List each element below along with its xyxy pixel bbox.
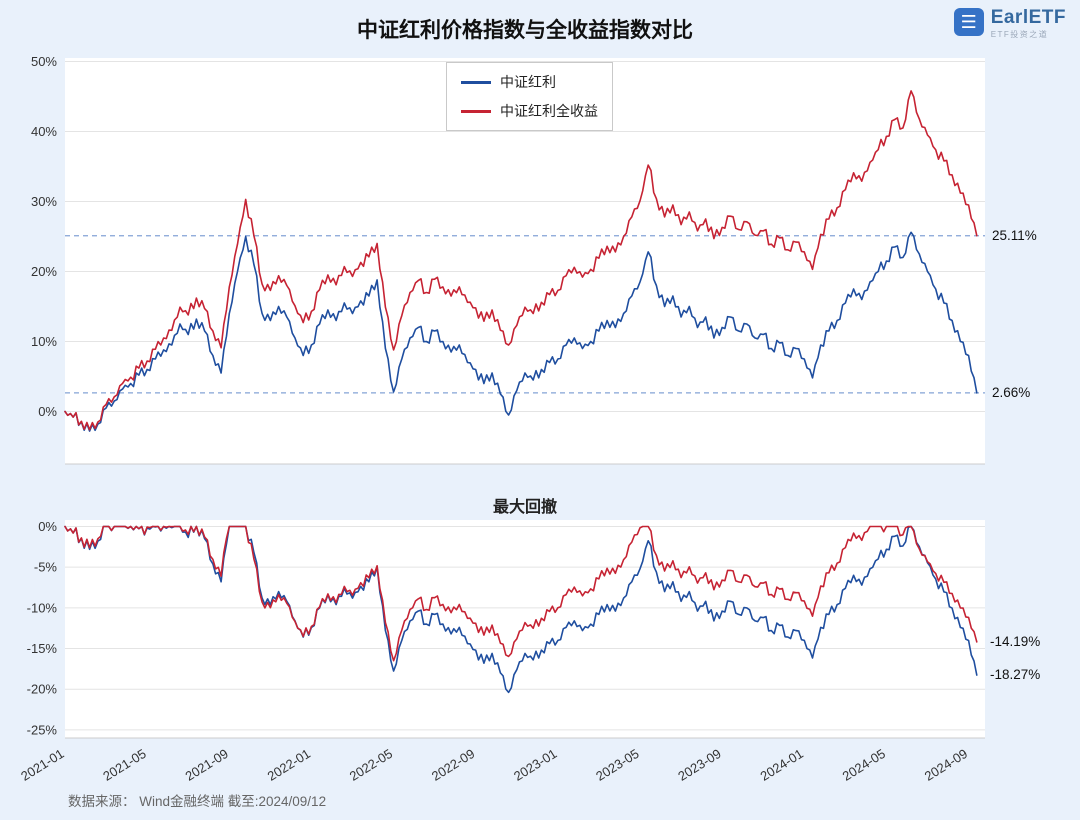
x-tick-label: 2022-01 [265,746,313,784]
blue-line-swatch [461,80,491,84]
earletf-logo: ☰ EarlETF ETF投资之道 [953,7,1066,40]
y-tick-label: -5% [34,560,58,575]
x-tick-label: 2024-05 [840,746,888,784]
x-tick-label: 2021-01 [18,746,66,784]
annotation-drawdown-red-end: -14.19% [990,634,1041,649]
legend-item-csi-dividend: 中证红利 [461,72,598,92]
page-title: 中证红利价格指数与全收益指数对比 [357,19,693,42]
x-tick-label: 2021-05 [100,746,148,784]
y-tick-label: -15% [27,641,58,656]
x-tick-label: 2024-09 [922,746,970,784]
y-tick-label: 30% [31,194,57,209]
y-tick-label: 50% [31,54,57,69]
x-tick-label: 2023-09 [675,746,723,784]
legend-label: 中证红利 [500,74,556,90]
annotation-drawdown-blue-end: -18.27% [990,667,1041,682]
y-tick-label: -20% [27,682,58,697]
earletf-logo-icon: ☰ [953,8,984,36]
y-tick-label: -10% [27,600,58,615]
x-tick-label: 2021-09 [182,746,230,784]
legend-item-csi-dividend-tr: 中证红利全收益 [461,101,598,121]
drawdown-csi-dividend-line [64,525,978,694]
x-tick-label: 2024-01 [757,746,805,784]
x-tick-label: 2023-01 [511,746,559,784]
x-tick-label: 2022-09 [429,746,477,784]
y-tick-label: 10% [31,334,57,349]
drawdown-chart-title: 最大回撤 [492,499,557,516]
logo-text: EarlETF [990,7,1066,28]
x-tick-label: 2023-05 [593,746,641,784]
series-csi-dividend-line [64,231,978,432]
y-tick-label: 20% [31,264,57,279]
y-tick-label: 0% [38,404,57,419]
series-csi-dividend-total-return-line [64,90,978,431]
y-tick-label: 0% [38,519,57,534]
drawdown-plot-area [65,520,985,738]
annotation-return-red-end: 25.11% [992,228,1037,243]
y-tick-label: 40% [31,124,57,139]
logo-tagline: ETF投资之道 [990,29,1049,39]
annotation-return-blue-end: 2.66% [992,385,1031,400]
x-tick-label: 2022-05 [347,746,395,784]
legend-label: 中证红利全收益 [500,103,598,119]
y-tick-label: -25% [27,722,58,737]
red-line-swatch [461,109,491,113]
legend: 中证红利 中证红利全收益 [446,62,613,131]
data-source-note: 数据来源： Wind金融终端 截至:2024/09/12 [68,794,327,809]
drawdown-csi-dividend-total-return-line [64,525,978,662]
